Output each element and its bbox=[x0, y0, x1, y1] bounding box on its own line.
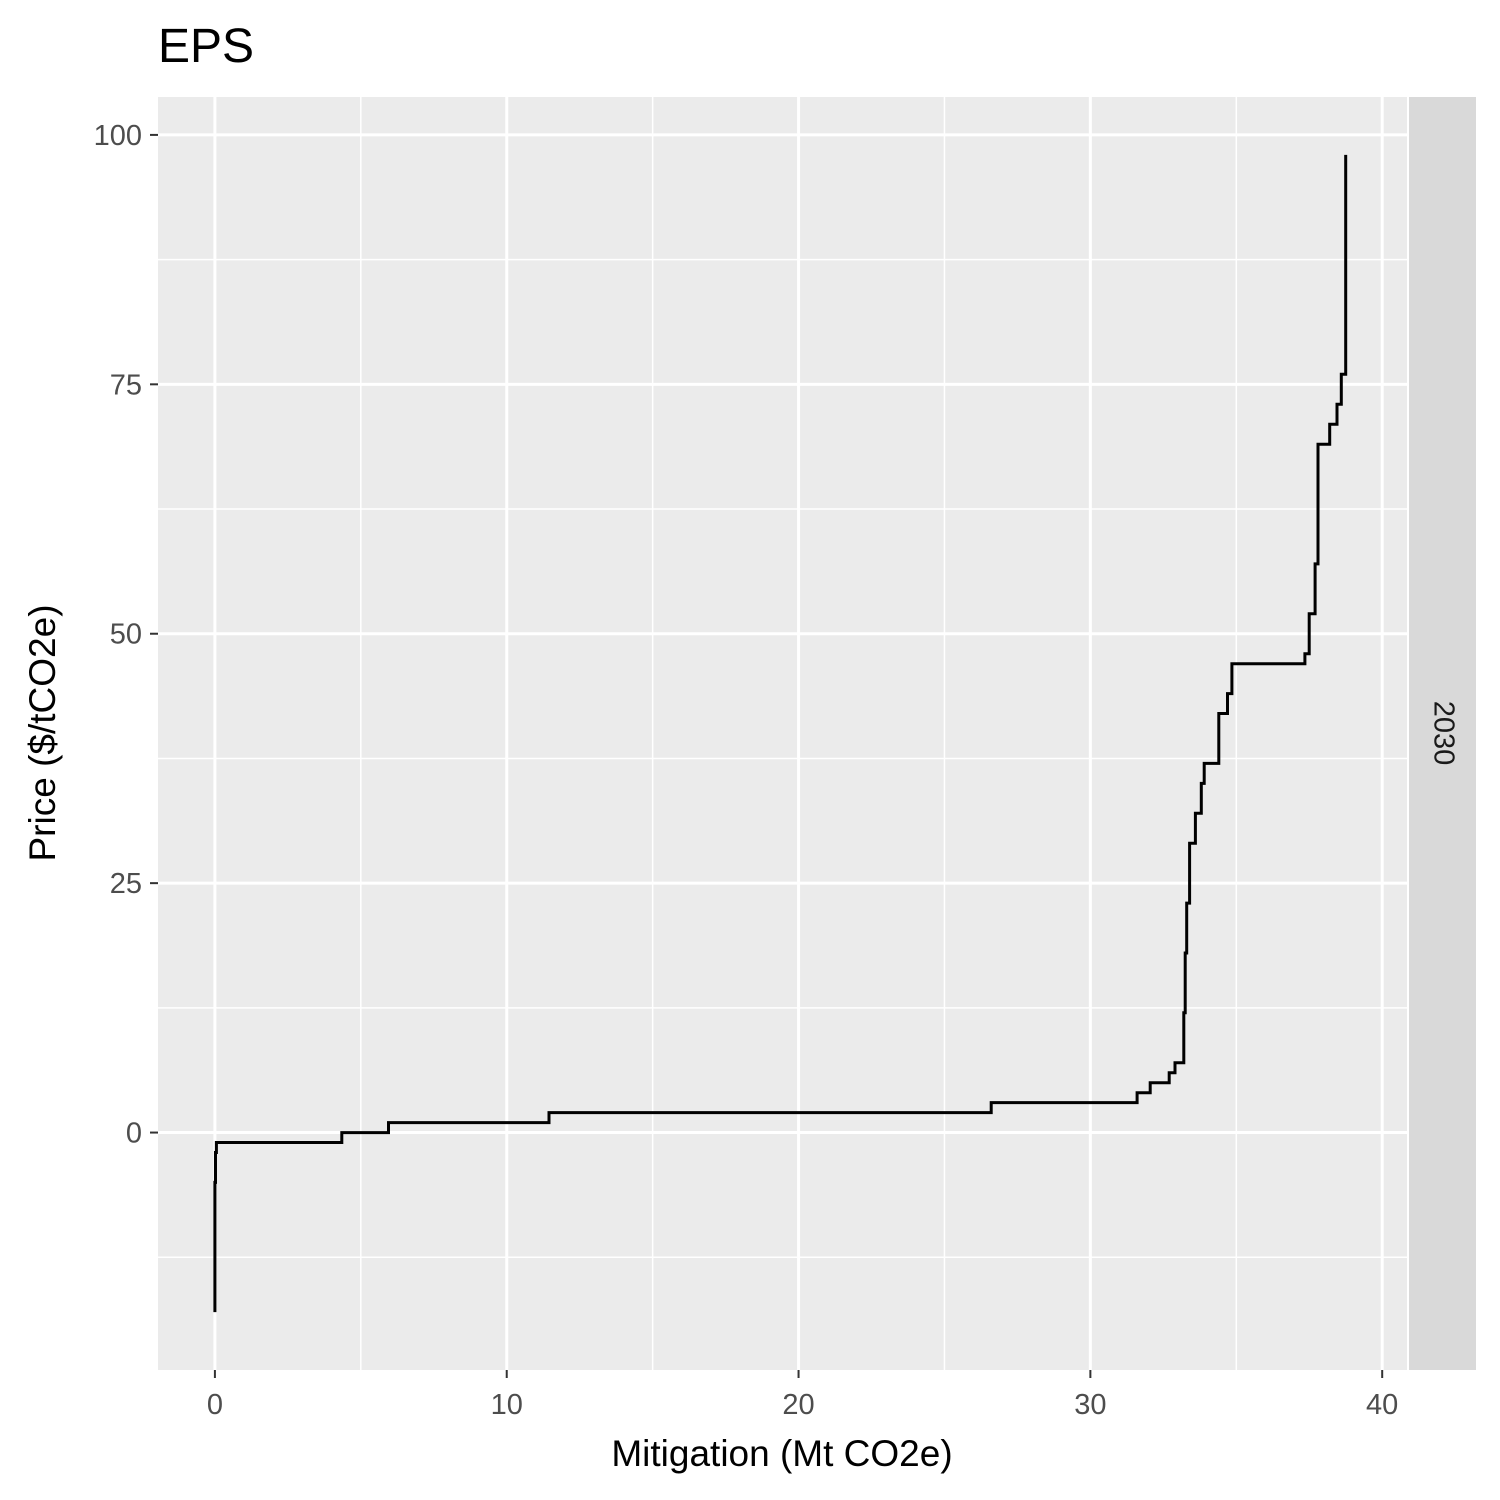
y-tick-label: 25 bbox=[110, 868, 142, 900]
x-axis: 0 10 20 30 40 bbox=[207, 1370, 1398, 1421]
facet-label: 2030 bbox=[1427, 701, 1459, 766]
y-tick-label: 75 bbox=[110, 369, 142, 401]
y-tick-label: 0 bbox=[126, 1118, 142, 1150]
y-tick-label: 50 bbox=[110, 619, 142, 651]
y-axis-title: Price ($/tCO2e) bbox=[22, 604, 63, 861]
plot-panel bbox=[158, 97, 1407, 1370]
x-tick-label: 40 bbox=[1366, 1389, 1398, 1421]
minor-gridlines bbox=[158, 97, 1407, 1370]
facet-strip bbox=[1409, 97, 1476, 1370]
x-axis-title: Mitigation (Mt CO2e) bbox=[611, 1433, 952, 1474]
x-tick-label: 20 bbox=[782, 1389, 814, 1421]
y-axis: 0 25 50 75 100 bbox=[94, 120, 158, 1150]
y-tick-label: 100 bbox=[94, 120, 142, 152]
x-tick-label: 10 bbox=[491, 1389, 523, 1421]
price-step-line bbox=[213, 154, 1348, 1313]
x-tick-label: 30 bbox=[1074, 1389, 1106, 1421]
chart-title: EPS bbox=[158, 20, 254, 73]
x-tick-label: 0 bbox=[207, 1389, 223, 1421]
